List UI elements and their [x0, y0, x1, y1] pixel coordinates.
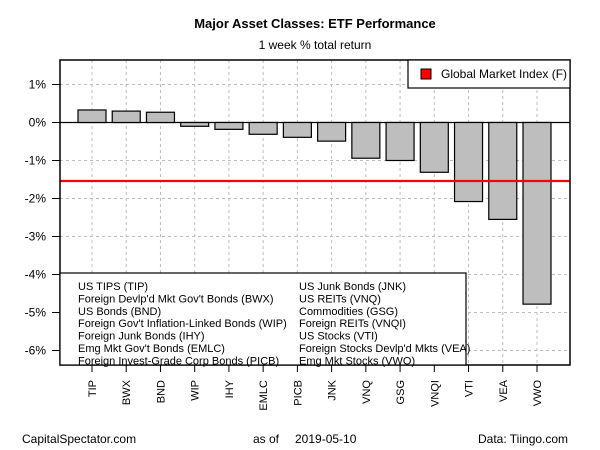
x-tick-label-vnqi: VNQI — [429, 380, 441, 407]
legend-entry: Commodities (GSG) — [299, 306, 398, 318]
chart-subtitle: 1 week % total return — [259, 38, 372, 52]
y-axis: 1% 0% -1% -2% -3% -4% -5% -6% — [25, 78, 60, 358]
bar-jnk — [317, 121, 347, 142]
y-tick-label: -4% — [25, 268, 47, 282]
y-tick-label: -1% — [25, 154, 47, 168]
name-legend-right-column: US Junk Bonds (JNK)US REITs (VNQ)Commodi… — [299, 281, 470, 367]
footer-data-source: Data: Tiingo.com — [478, 432, 568, 446]
bar-vwo — [522, 121, 552, 305]
bar-bnd — [145, 111, 176, 124]
x-tick-label-gsg: GSG — [395, 380, 407, 404]
name-legend-left-column: US TIPS (TIP)Foreign Devlp'd Mkt Gov't B… — [78, 281, 287, 367]
bar-vea — [488, 121, 518, 221]
bar-ihy — [214, 121, 244, 130]
x-tick-label-picb: PICB — [292, 380, 304, 406]
legend-entry: US Stocks (VTI) — [299, 331, 378, 343]
y-tick-label: -6% — [25, 344, 47, 358]
footer-source-site: CapitalSpectator.com — [22, 432, 136, 446]
reference-legend-swatch — [420, 68, 432, 80]
x-tick-label-bwx: BWX — [121, 379, 133, 405]
x-tick-label-vea: VEA — [498, 379, 510, 402]
legend-entry: Foreign Gov't Inflation-Linked Bonds (WI… — [78, 318, 287, 330]
y-tick-label: 1% — [29, 78, 47, 92]
legend-entry: Emg Mkt Gov't Bonds (EMLC) — [78, 343, 225, 355]
bar-emlc — [248, 121, 278, 135]
legend-entry: Foreign Invest-Grade Corp Bonds (PICB) — [78, 355, 279, 367]
x-tick-label-emlc: EMLC — [258, 380, 270, 411]
legend-entry: US Bonds (BND) — [78, 306, 161, 318]
legend-entry: US Junk Bonds (JNK) — [299, 281, 406, 293]
bar-bwx — [111, 110, 141, 124]
legend-entry: US REITs (VNQ) — [299, 293, 381, 305]
footer-as-of-label: as of — [253, 432, 280, 446]
y-tick-label: -5% — [25, 306, 47, 320]
x-tick-label-vwo: VWO — [532, 380, 544, 407]
reference-legend-label: Global Market Index (F) — [441, 67, 567, 81]
footer-date: 2019-05-10 — [295, 432, 357, 446]
y-tick-label: 0% — [29, 116, 47, 130]
bar-vti — [453, 121, 484, 203]
bar-vnq — [351, 121, 381, 159]
reference-legend: Global Market Index (F) — [407, 59, 571, 89]
chart-title: Major Asset Classes: ETF Performance — [194, 16, 436, 31]
x-tick-label-vnq: VNQ — [361, 380, 373, 404]
x-tick-label-bnd: BND — [155, 380, 167, 403]
legend-entry: Foreign REITs (VNQI) — [299, 318, 406, 330]
x-tick-label-ihy: IHY — [224, 379, 236, 398]
legend-entry: Foreign Devlp'd Mkt Gov't Bonds (BWX) — [78, 293, 274, 305]
x-tick-label-vti: VTI — [464, 380, 476, 397]
x-tick-label-wip: WIP — [190, 380, 202, 401]
name-legend: US TIPS (TIP)Foreign Devlp'd Mkt Gov't B… — [59, 272, 470, 367]
bar-gsg — [385, 121, 415, 162]
bars — [60, 109, 570, 305]
x-tick-label-jnk: JNK — [327, 379, 339, 400]
bar-tip — [77, 109, 107, 124]
legend-entry: Foreign Junk Bonds (IHY) — [78, 331, 205, 343]
legend-entry: Foreign Stocks Devlp'd Mkts (VEA) — [299, 343, 470, 355]
x-tick-label-tip: TIP — [87, 380, 99, 397]
legend-entry: Emg Mkt Stocks (VWO) — [299, 355, 415, 367]
name-legend-box — [59, 272, 467, 366]
y-tick-label: -2% — [25, 192, 47, 206]
legend-entry: US TIPS (TIP) — [78, 281, 148, 293]
reference-legend-box — [407, 59, 571, 89]
bar-picb — [282, 121, 312, 138]
x-axis: TIP BWX BND WIP IHY EMLC PICB JNK VNQ GSG VNQI VTI V… — [87, 365, 544, 411]
y-tick-label: -3% — [25, 230, 47, 244]
bar-wip — [180, 121, 210, 127]
bar-vnqi — [419, 121, 449, 173]
